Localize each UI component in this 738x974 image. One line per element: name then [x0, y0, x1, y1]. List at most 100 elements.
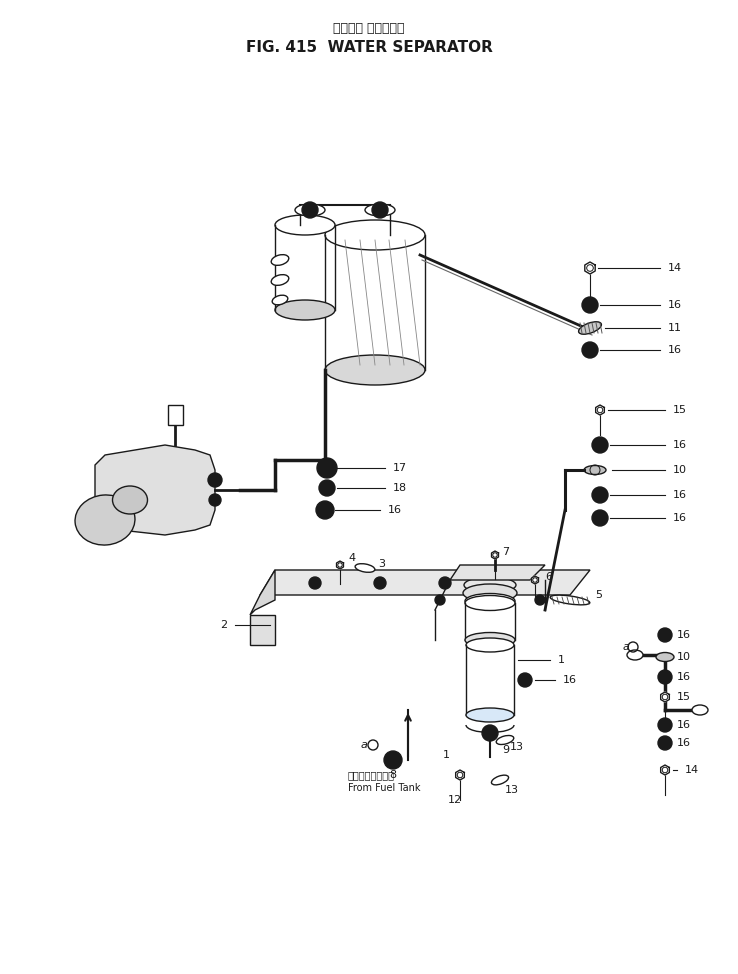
- Circle shape: [309, 577, 321, 589]
- Polygon shape: [584, 262, 595, 274]
- Ellipse shape: [656, 653, 674, 661]
- Text: 2: 2: [220, 620, 227, 630]
- Circle shape: [208, 473, 222, 487]
- Text: 4: 4: [348, 553, 355, 563]
- Text: 16: 16: [673, 490, 687, 500]
- Polygon shape: [250, 615, 275, 645]
- Ellipse shape: [464, 577, 516, 593]
- Polygon shape: [168, 405, 183, 425]
- Text: 13: 13: [505, 785, 519, 795]
- Text: 16: 16: [677, 672, 691, 682]
- Text: 6: 6: [545, 572, 552, 582]
- Polygon shape: [661, 765, 669, 775]
- Text: 15: 15: [673, 405, 687, 415]
- Ellipse shape: [272, 295, 288, 305]
- Polygon shape: [531, 576, 539, 584]
- Polygon shape: [260, 570, 590, 595]
- Circle shape: [302, 202, 318, 218]
- Ellipse shape: [496, 735, 514, 744]
- Ellipse shape: [492, 775, 508, 785]
- Circle shape: [435, 595, 445, 605]
- Text: FIG. 415  WATER SEPARATOR: FIG. 415 WATER SEPARATOR: [246, 40, 492, 55]
- Text: 1: 1: [558, 655, 565, 665]
- Text: 10: 10: [673, 465, 687, 475]
- Ellipse shape: [465, 632, 515, 648]
- Ellipse shape: [271, 254, 289, 265]
- Text: 16: 16: [677, 720, 691, 730]
- Ellipse shape: [271, 275, 289, 285]
- Polygon shape: [95, 445, 215, 535]
- Ellipse shape: [551, 595, 590, 605]
- Ellipse shape: [466, 708, 514, 722]
- Polygon shape: [337, 561, 343, 569]
- Text: From Fuel Tank: From Fuel Tank: [348, 783, 421, 793]
- Circle shape: [316, 501, 334, 519]
- Circle shape: [592, 510, 608, 526]
- Polygon shape: [596, 405, 604, 415]
- Text: 16: 16: [563, 675, 577, 685]
- Text: 16: 16: [388, 505, 402, 515]
- Polygon shape: [250, 570, 275, 615]
- Ellipse shape: [295, 204, 325, 216]
- Polygon shape: [450, 565, 545, 580]
- Text: 16: 16: [668, 345, 682, 355]
- Text: 14: 14: [685, 765, 699, 775]
- Ellipse shape: [275, 300, 335, 320]
- Circle shape: [658, 628, 672, 642]
- Ellipse shape: [75, 495, 135, 545]
- Text: 15: 15: [677, 692, 691, 702]
- Circle shape: [658, 670, 672, 684]
- Circle shape: [518, 673, 532, 687]
- Circle shape: [658, 736, 672, 750]
- Ellipse shape: [275, 215, 335, 235]
- Circle shape: [439, 577, 451, 589]
- Circle shape: [482, 725, 498, 741]
- Ellipse shape: [325, 220, 425, 250]
- Ellipse shape: [365, 204, 395, 216]
- Text: 16: 16: [668, 300, 682, 310]
- Text: 1: 1: [443, 750, 450, 760]
- Text: フェルタンクから: フェルタンクから: [348, 770, 395, 780]
- Circle shape: [319, 480, 335, 496]
- Circle shape: [384, 751, 402, 769]
- Text: 16: 16: [673, 513, 687, 523]
- Circle shape: [592, 487, 608, 503]
- Ellipse shape: [692, 705, 708, 715]
- Text: 14: 14: [668, 263, 682, 273]
- Ellipse shape: [584, 466, 606, 474]
- Text: 16: 16: [677, 630, 691, 640]
- Text: 16: 16: [673, 440, 687, 450]
- Text: 5: 5: [595, 590, 602, 600]
- Text: 7: 7: [502, 547, 509, 557]
- Ellipse shape: [325, 355, 425, 385]
- Text: a: a: [623, 642, 630, 652]
- Polygon shape: [455, 770, 464, 780]
- Text: 11: 11: [668, 323, 682, 333]
- Text: 10: 10: [677, 652, 691, 662]
- Circle shape: [317, 458, 337, 478]
- Ellipse shape: [355, 564, 375, 573]
- Polygon shape: [661, 692, 669, 702]
- Circle shape: [592, 437, 608, 453]
- Circle shape: [658, 718, 672, 732]
- Text: 18: 18: [393, 483, 407, 493]
- Circle shape: [374, 577, 386, 589]
- Circle shape: [209, 494, 221, 506]
- Text: 17: 17: [393, 463, 407, 473]
- Circle shape: [582, 342, 598, 358]
- Circle shape: [535, 595, 545, 605]
- Text: 3: 3: [378, 559, 385, 569]
- Circle shape: [582, 297, 598, 313]
- Ellipse shape: [627, 650, 643, 660]
- Text: a: a: [361, 740, 368, 750]
- Polygon shape: [492, 551, 498, 559]
- Text: 13: 13: [510, 742, 524, 752]
- Text: ウォータ セパレータ: ウォータ セパレータ: [334, 21, 404, 34]
- Ellipse shape: [463, 584, 517, 602]
- Text: 9: 9: [502, 745, 509, 755]
- Circle shape: [372, 202, 388, 218]
- Ellipse shape: [465, 595, 515, 611]
- Text: 8: 8: [390, 770, 396, 780]
- Text: 16: 16: [677, 738, 691, 748]
- Ellipse shape: [465, 593, 515, 609]
